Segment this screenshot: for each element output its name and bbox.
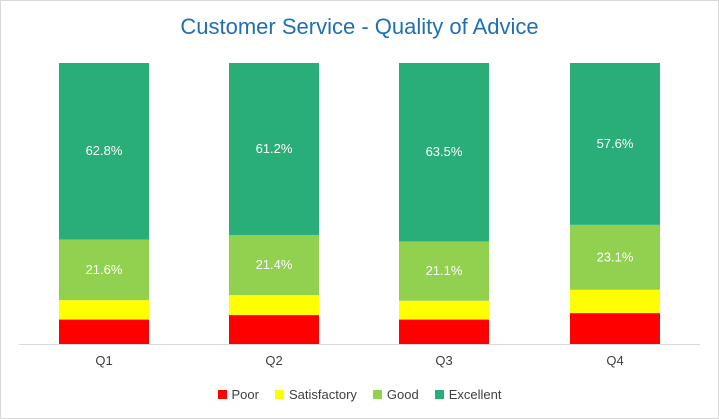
bar-segment-excellent-q3 bbox=[399, 63, 489, 242]
legend-swatch-good bbox=[372, 390, 382, 399]
bar-segment-excellent-q1 bbox=[59, 63, 149, 240]
bar-segment-good-q1 bbox=[59, 239, 149, 301]
data-label-good-q2: 21.4% bbox=[256, 257, 293, 272]
bar-segment-poor-q4 bbox=[570, 313, 660, 344]
data-label-excellent-q3: 63.5% bbox=[426, 144, 463, 159]
chart-legend: Poor Satisfactory Good Excellent bbox=[1, 387, 718, 402]
bar-segment-satisfactory-q3 bbox=[399, 300, 489, 320]
data-label-excellent-q4: 57.6% bbox=[597, 136, 634, 151]
data-label-excellent-q2: 61.2% bbox=[256, 141, 293, 156]
legend-label-excellent: Excellent bbox=[448, 387, 502, 402]
x-tick-label-q3: Q3 bbox=[435, 353, 452, 368]
bar-segment-excellent-q2 bbox=[229, 63, 319, 235]
data-label-excellent-q1: 62.8% bbox=[86, 143, 123, 158]
legend-item-excellent: Excellent bbox=[434, 387, 502, 402]
legend-label-poor: Poor bbox=[231, 387, 259, 402]
bar-segment-good-q3 bbox=[399, 241, 489, 301]
legend-swatch-satisfactory bbox=[274, 390, 284, 399]
legend-item-poor: Poor bbox=[217, 387, 259, 402]
bar-segment-satisfactory-q4 bbox=[570, 289, 660, 314]
legend-swatch-excellent bbox=[434, 390, 444, 399]
bar-segment-excellent-q4 bbox=[570, 63, 660, 225]
legend-item-satisfactory: Satisfactory bbox=[274, 387, 357, 402]
legend-item-good: Good bbox=[372, 387, 419, 402]
chart-title: Customer Service - Quality of Advice bbox=[180, 14, 539, 39]
bar-segment-satisfactory-q1 bbox=[59, 300, 149, 320]
bar-segment-good-q4 bbox=[570, 224, 660, 290]
x-tick-label-q4: Q4 bbox=[606, 353, 623, 368]
bar-segment-good-q2 bbox=[229, 234, 319, 296]
data-label-good-q4: 23.1% bbox=[597, 249, 634, 264]
bar-segment-poor-q3 bbox=[399, 319, 489, 344]
bar-segment-poor-q1 bbox=[59, 319, 149, 344]
data-label-good-q1: 21.6% bbox=[86, 262, 123, 277]
x-tick-label-q2: Q2 bbox=[265, 353, 282, 368]
bar-segment-poor-q2 bbox=[229, 315, 319, 344]
legend-swatch-poor bbox=[217, 390, 227, 399]
bar-segment-satisfactory-q2 bbox=[229, 295, 319, 316]
data-label-good-q3: 21.1% bbox=[426, 263, 463, 278]
legend-label-satisfactory: Satisfactory bbox=[288, 387, 357, 402]
legend-label-good: Good bbox=[386, 387, 419, 402]
x-tick-label-q1: Q1 bbox=[95, 353, 112, 368]
